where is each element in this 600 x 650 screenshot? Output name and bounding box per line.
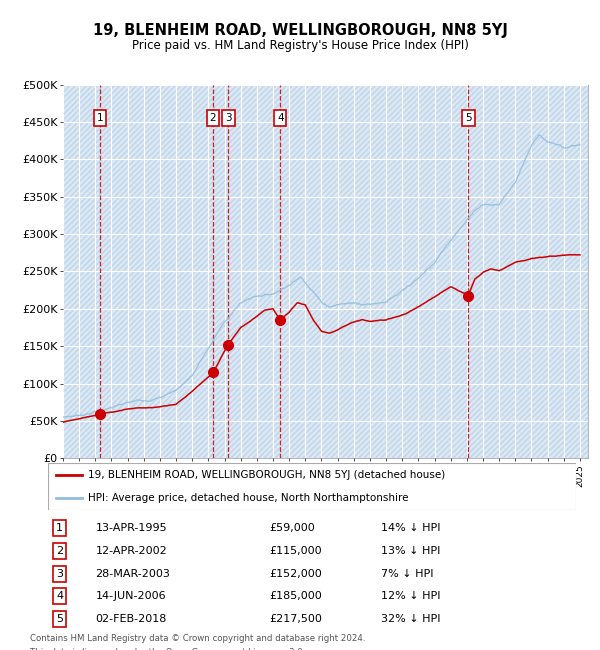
Bar	[63, 84, 588, 458]
Text: 19, BLENHEIM ROAD, WELLINGBOROUGH, NN8 5YJ: 19, BLENHEIM ROAD, WELLINGBOROUGH, NN8 5…	[92, 23, 508, 38]
Text: 1: 1	[97, 113, 103, 123]
Text: 5: 5	[56, 614, 63, 624]
Text: 4: 4	[277, 113, 284, 123]
Text: 5: 5	[465, 113, 472, 123]
Text: 7% ↓ HPI: 7% ↓ HPI	[380, 569, 433, 578]
Text: £152,000: £152,000	[270, 569, 323, 578]
Text: £217,500: £217,500	[270, 614, 323, 624]
Text: £185,000: £185,000	[270, 592, 323, 601]
Text: Contains HM Land Registry data © Crown copyright and database right 2024.: Contains HM Land Registry data © Crown c…	[30, 634, 365, 643]
Text: 32% ↓ HPI: 32% ↓ HPI	[380, 614, 440, 624]
Text: 13-APR-1995: 13-APR-1995	[95, 523, 167, 533]
Text: 19, BLENHEIM ROAD, WELLINGBOROUGH, NN8 5YJ (detached house): 19, BLENHEIM ROAD, WELLINGBOROUGH, NN8 5…	[88, 470, 445, 480]
Text: 4: 4	[56, 592, 63, 601]
Text: 2: 2	[56, 546, 63, 556]
Text: 13% ↓ HPI: 13% ↓ HPI	[380, 546, 440, 556]
Text: 14% ↓ HPI: 14% ↓ HPI	[380, 523, 440, 533]
Text: 12% ↓ HPI: 12% ↓ HPI	[380, 592, 440, 601]
Text: HPI: Average price, detached house, North Northamptonshire: HPI: Average price, detached house, Nort…	[88, 493, 408, 503]
Text: This data is licensed under the Open Government Licence v3.0.: This data is licensed under the Open Gov…	[30, 648, 305, 650]
Text: 3: 3	[56, 569, 63, 578]
Text: 1: 1	[56, 523, 63, 533]
Text: 3: 3	[225, 113, 232, 123]
Text: £115,000: £115,000	[270, 546, 322, 556]
Text: 02-FEB-2018: 02-FEB-2018	[95, 614, 167, 624]
Text: 14-JUN-2006: 14-JUN-2006	[95, 592, 166, 601]
Text: Price paid vs. HM Land Registry's House Price Index (HPI): Price paid vs. HM Land Registry's House …	[131, 39, 469, 52]
Text: 12-APR-2002: 12-APR-2002	[95, 546, 167, 556]
Text: £59,000: £59,000	[270, 523, 316, 533]
Text: 28-MAR-2003: 28-MAR-2003	[95, 569, 170, 578]
Text: 2: 2	[209, 113, 216, 123]
